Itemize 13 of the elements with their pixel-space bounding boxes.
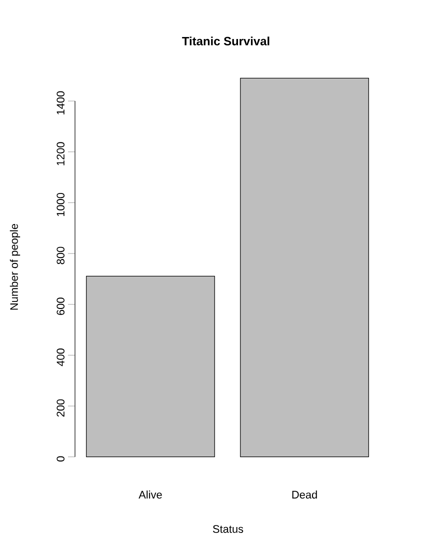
x-tick-label: Alive	[138, 490, 162, 499]
y-tick-label: 800	[56, 246, 64, 264]
y-tick-label: 600	[56, 298, 64, 315]
y-tick-label: 1000	[56, 192, 64, 216]
x-axis-title: Status	[212, 525, 244, 533]
y-axis-title: Number of people	[10, 224, 20, 310]
y-tick-label: 200	[56, 399, 64, 417]
y-tick-label: 400	[56, 348, 64, 366]
chart-title: Titanic Survival	[182, 36, 270, 46]
y-tick-label: 1400	[56, 91, 64, 114]
x-tick-label: Dead	[292, 490, 317, 499]
y-tick-label: 1200	[56, 142, 64, 166]
y-tick-label: 0	[56, 456, 64, 462]
